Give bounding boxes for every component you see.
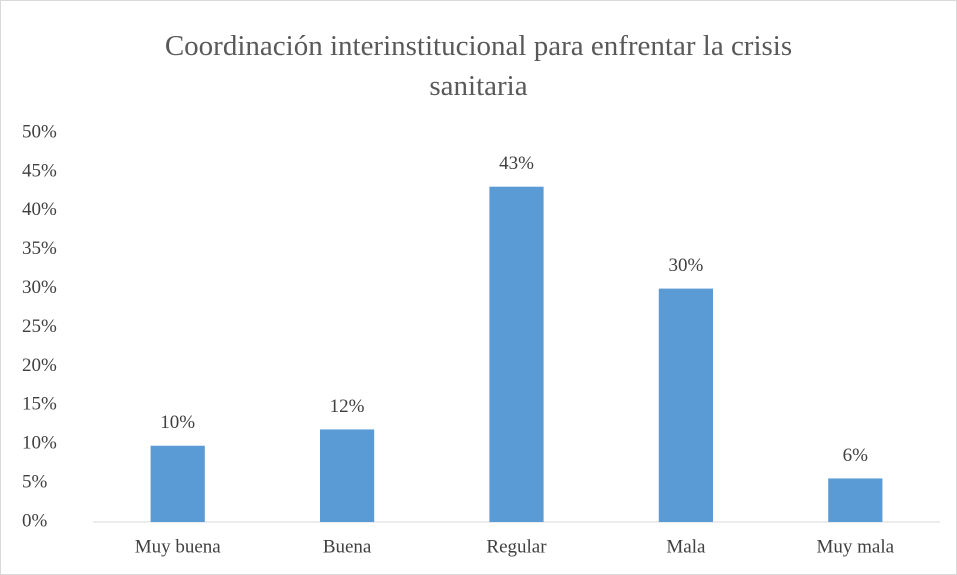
y-tick-label: 25% (22, 316, 57, 337)
y-tick-label: 35% (22, 238, 57, 259)
bar (658, 288, 714, 522)
x-tick-label: Muy buena (135, 536, 222, 557)
x-tick-label: Muy mala (817, 536, 895, 557)
data-label: 43% (499, 153, 534, 174)
y-tick-label: 40% (22, 199, 57, 220)
data-label: 6% (843, 445, 869, 466)
bar (150, 445, 205, 522)
y-tick-label: 50% (22, 121, 57, 142)
data-label: 30% (668, 255, 703, 276)
y-tick-label: 20% (22, 355, 57, 376)
x-tick-label: Regular (486, 536, 547, 557)
bar (828, 478, 883, 522)
chart-title: Coordinación interinstitucional para enf… (164, 30, 793, 102)
bar (489, 186, 544, 522)
y-tick-label: 15% (22, 394, 57, 415)
y-tick-label: 45% (22, 160, 57, 181)
x-tick-label: Buena (323, 536, 372, 557)
data-label: 12% (330, 396, 365, 417)
y-tick-label: 10% (22, 433, 57, 454)
data-label: 10% (160, 412, 195, 433)
bar (319, 429, 375, 522)
y-tick-label: 0% (22, 510, 48, 531)
y-tick-label: 30% (22, 277, 57, 298)
y-tick-label: 5% (22, 471, 48, 492)
x-tick-label: Mala (666, 536, 706, 557)
